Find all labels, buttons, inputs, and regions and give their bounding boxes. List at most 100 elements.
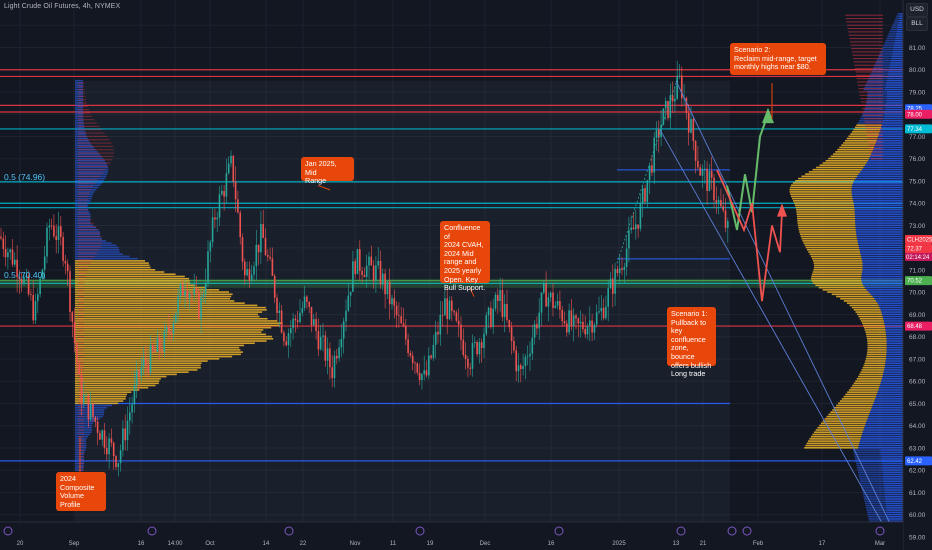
profile-bar-ghost <box>78 255 96 258</box>
candle-body <box>250 274 253 281</box>
candle-body <box>398 315 400 317</box>
candle-body <box>119 450 122 464</box>
note-jan-mid-range[interactable]: Jan 2025, Mid Range <box>301 157 354 185</box>
profile-bar <box>850 386 880 389</box>
profile-bar <box>75 286 207 289</box>
candle-body <box>621 268 623 270</box>
candle-body <box>545 283 547 307</box>
unit-button[interactable]: BLL <box>906 17 928 31</box>
candle-body <box>388 281 391 305</box>
profile-bar <box>885 498 903 500</box>
profile-bar <box>866 509 887 511</box>
profile-bar <box>864 426 903 429</box>
candle-body <box>262 224 264 238</box>
time-axis[interactable]: 20 Sep 16 14:00 Oct 14 22 Nov 11 19 Dec 16 2025 13 21 F… <box>0 521 903 550</box>
candle-body <box>60 226 62 237</box>
profile-bar-red <box>854 64 883 66</box>
profile-bar <box>824 418 868 420</box>
candle-body <box>400 316 402 324</box>
note-confluence[interactable]: Confluence of 2024 CVAH, 2024 Mid range … <box>440 221 490 292</box>
profile-bar <box>886 95 903 98</box>
candle-body <box>175 313 177 323</box>
profile-bar-ghost <box>78 322 85 324</box>
profile-bar <box>831 293 871 296</box>
candle-body <box>349 291 352 296</box>
price-tag-label: 78.25 <box>907 107 923 113</box>
profile-bar <box>885 360 903 362</box>
last-price-label: 72.37 <box>907 247 923 253</box>
profile-bar <box>799 233 857 235</box>
note-scenario-2[interactable]: Scenario 2: Reclaim mid-range, target mo… <box>730 43 826 75</box>
profile-bar <box>853 451 881 454</box>
profile-bar <box>884 366 903 369</box>
profile-bar <box>75 371 189 373</box>
candle-body <box>612 278 614 294</box>
profile-bar-ghost <box>78 442 84 445</box>
profile-bar-ghost <box>78 145 114 148</box>
profile-bar <box>861 255 903 258</box>
candle-body <box>561 309 563 322</box>
candle-body <box>676 75 678 99</box>
profile-bar <box>858 173 903 175</box>
profile-bar <box>864 108 886 111</box>
profile-bar <box>879 131 903 133</box>
candle-body <box>122 428 124 451</box>
price-axis[interactable]: 59.00 60.00 61.00 62.00 63.00 64.00 65.00 66.00… <box>902 0 932 550</box>
profile-bar-ghost <box>78 142 112 144</box>
profile-bar <box>75 311 263 313</box>
profile-bar <box>75 426 92 429</box>
profile-bar-red <box>845 14 883 16</box>
profile-bar <box>75 411 105 413</box>
profile-bar-ghost <box>78 132 105 134</box>
profile-bar <box>75 393 128 396</box>
profile-bar <box>883 115 903 118</box>
profile-bar <box>801 237 858 240</box>
profile-bar <box>75 217 91 220</box>
profile-bar <box>890 62 903 64</box>
profile-bar <box>75 162 107 164</box>
candle-body <box>699 167 701 176</box>
profile-bar <box>816 166 864 169</box>
note-composite-profile[interactable]: 2024 Composite Volume Profile <box>56 472 106 511</box>
profile-bar <box>886 355 903 358</box>
candle-body <box>308 301 310 307</box>
profile-bar <box>883 484 903 487</box>
candle-body <box>324 335 327 361</box>
chart-title: Light Crude Oil Futures, 4h, NYMEX <box>4 3 121 10</box>
profile-bar <box>75 242 112 244</box>
profile-bar <box>75 131 86 133</box>
profile-bar <box>889 64 903 66</box>
price-tag <box>905 321 932 331</box>
candle-body <box>140 367 143 376</box>
profile-bar-ghost <box>78 152 114 154</box>
candle-body <box>635 224 637 230</box>
profile-bar-ghost <box>78 412 84 415</box>
profile-bar <box>881 464 903 467</box>
candle-body <box>710 170 713 178</box>
candle-body <box>329 348 331 368</box>
currency-button[interactable]: USD <box>906 3 928 17</box>
profile-bar <box>820 422 866 425</box>
profile-bar <box>886 82 903 84</box>
candle-body <box>347 295 350 311</box>
profile-bar-ghost <box>78 99 86 101</box>
candle-body <box>536 324 538 329</box>
profile-bar <box>75 133 86 135</box>
candle-body <box>322 335 324 337</box>
candle-body <box>453 310 455 313</box>
candle-body <box>145 359 147 365</box>
profile-bar <box>871 406 903 409</box>
profile-bar <box>75 391 132 393</box>
profile-bar <box>878 55 892 57</box>
profile-bar <box>896 15 900 17</box>
note-scenario-1[interactable]: Scenario 1: Pullback to key confluence z… <box>667 307 716 378</box>
profile-bar <box>789 188 852 191</box>
candle-body <box>598 311 600 313</box>
profile-bar <box>795 180 855 182</box>
profile-bar <box>75 231 101 233</box>
profile-bar-red <box>866 131 883 133</box>
profile-bar <box>863 88 885 91</box>
candle-body <box>110 438 113 443</box>
profile-bar-ghost <box>78 312 85 314</box>
